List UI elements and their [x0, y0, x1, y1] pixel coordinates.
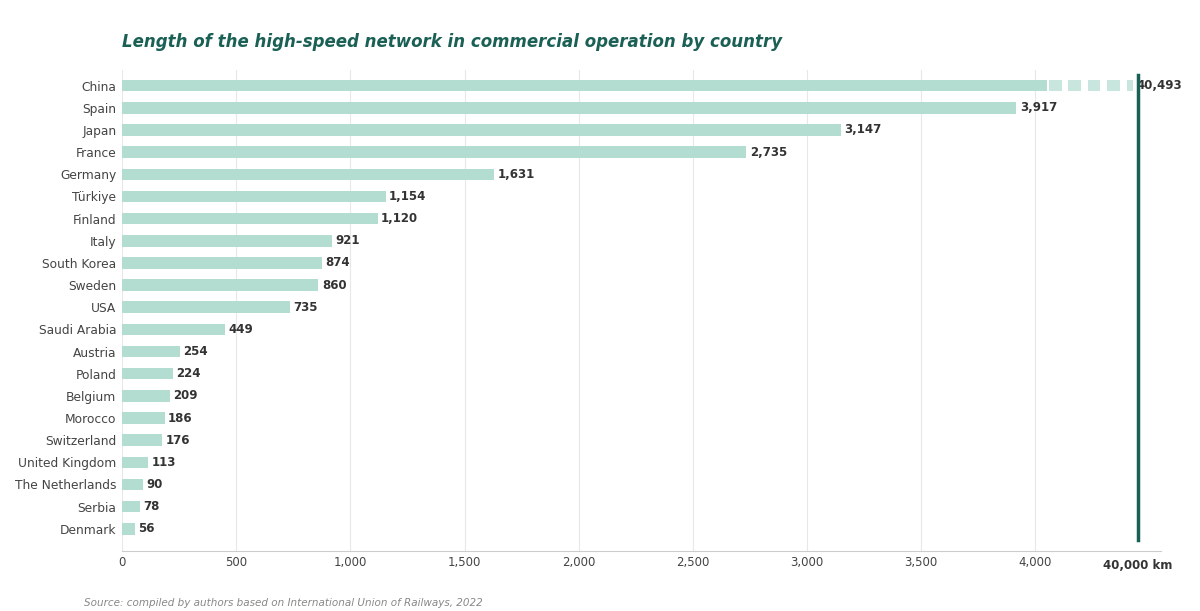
Bar [122, 434, 162, 446]
Bar [122, 257, 322, 269]
Text: 186: 186 [168, 412, 192, 425]
Bar [1087, 80, 1100, 92]
Bar [122, 523, 134, 535]
Text: 254: 254 [184, 345, 208, 358]
Text: 860: 860 [322, 279, 347, 291]
Text: 874: 874 [325, 257, 349, 269]
Text: 921: 921 [336, 234, 360, 247]
Text: Source: compiled by authors based on International Union of Railways, 2022: Source: compiled by authors based on Int… [84, 598, 482, 608]
Bar [122, 235, 332, 246]
Bar [122, 169, 494, 180]
Bar [122, 80, 1046, 92]
Bar [122, 147, 746, 158]
Bar [122, 368, 173, 379]
Text: 209: 209 [173, 389, 198, 403]
Text: 3,917: 3,917 [1020, 101, 1057, 114]
Text: 224: 224 [176, 367, 202, 380]
Bar [122, 102, 1016, 114]
Text: 176: 176 [166, 434, 190, 447]
Text: 735: 735 [293, 301, 318, 313]
Bar [122, 324, 224, 335]
Bar [122, 501, 140, 513]
Bar [122, 346, 180, 357]
Text: 40,000 km: 40,000 km [1103, 558, 1172, 572]
Bar [122, 191, 385, 202]
Bar [122, 390, 169, 401]
Bar [1127, 80, 1134, 92]
Bar [1108, 80, 1120, 92]
Text: 1,120: 1,120 [382, 212, 419, 225]
Text: 2,735: 2,735 [750, 145, 787, 159]
Text: 90: 90 [146, 478, 162, 491]
Bar [122, 301, 290, 313]
Bar [122, 479, 143, 490]
Text: 449: 449 [228, 323, 253, 336]
Text: 1,631: 1,631 [498, 168, 535, 181]
Text: 113: 113 [151, 456, 175, 469]
Text: Length of the high-speed network in commercial operation by country: Length of the high-speed network in comm… [122, 33, 782, 51]
Bar [1068, 80, 1081, 92]
Text: 56: 56 [138, 522, 155, 535]
Bar [122, 213, 378, 224]
Text: 40,493: 40,493 [1136, 79, 1182, 92]
Text: 3,147: 3,147 [844, 123, 881, 136]
Text: 78: 78 [143, 500, 160, 513]
Text: 1,154: 1,154 [389, 190, 426, 203]
Bar [122, 412, 164, 424]
Bar [122, 456, 148, 468]
Bar [122, 124, 840, 136]
Bar [1049, 80, 1062, 92]
Bar [122, 279, 318, 291]
